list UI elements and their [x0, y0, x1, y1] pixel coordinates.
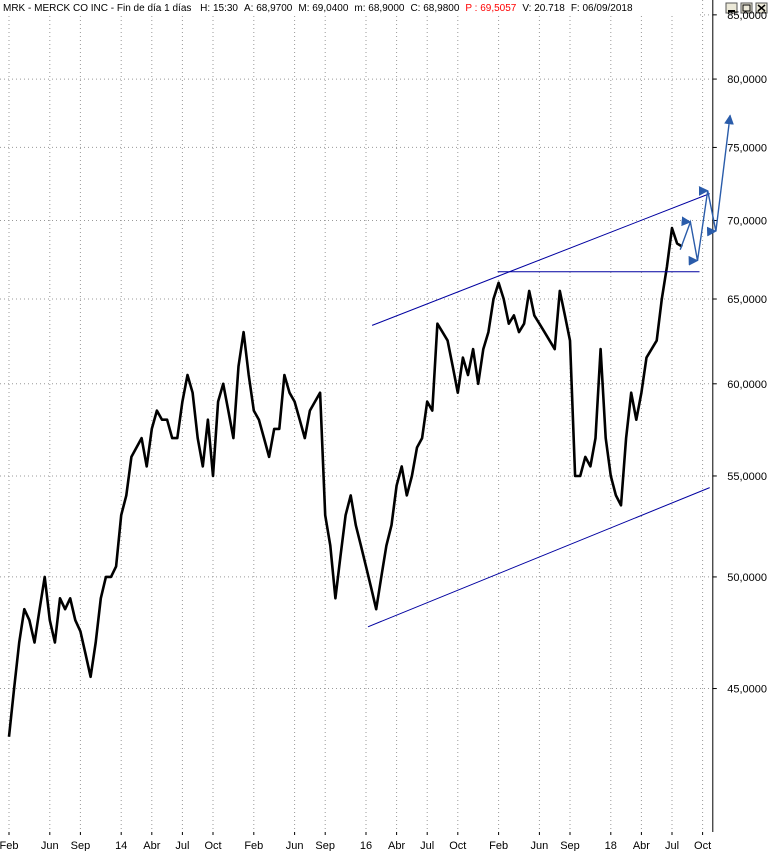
price-line	[7, 226, 683, 737]
x-tick-label: 14	[115, 840, 127, 851]
x-tick-label: Feb	[0, 840, 18, 851]
header: MRK - MERCK CO INC - Fin de día 1 días H…	[3, 3, 633, 14]
y-tick-label: 70,0000	[727, 216, 767, 228]
header-field: F: 06/09/2018	[571, 3, 633, 14]
x-tick-label: Oct	[694, 840, 711, 851]
y-tick-label: 65,0000	[727, 294, 767, 306]
header-field: m: 68,9000	[354, 3, 404, 14]
x-tick-label: Jul	[665, 840, 679, 851]
x-tick-label: Sep	[71, 840, 91, 851]
x-tick-label: 16	[360, 840, 372, 851]
x-tick-label: Jun	[531, 840, 549, 851]
x-tick-label: Feb	[244, 840, 263, 851]
header-field: V: 20.718	[522, 3, 565, 14]
x-tick-label: Jun	[41, 840, 59, 851]
x-tick-label: Jun	[286, 840, 304, 851]
x-tick-label: Feb	[489, 840, 508, 851]
y-tick-label: 50,0000	[727, 572, 767, 584]
header-bg	[0, 0, 700, 16]
x-tick-label: Sep	[315, 840, 335, 851]
trend-line	[371, 193, 710, 326]
header-field: H: 15:30	[200, 3, 238, 14]
trend-line	[367, 487, 710, 628]
y-tick-label: 85,0000	[727, 10, 767, 22]
y-tick-label: 60,0000	[727, 379, 767, 391]
projection	[679, 114, 734, 266]
header-field: A: 68,9700	[244, 3, 293, 14]
x-tick-label: Oct	[204, 840, 221, 851]
x-tick-label: Jul	[420, 840, 434, 851]
plot-area	[0, 0, 734, 835]
x-tick-label: Oct	[449, 840, 466, 851]
x-tick-label: Sep	[560, 840, 580, 851]
chart-title: MRK - MERCK CO INC - Fin de día 1 días	[3, 3, 191, 14]
header-field: P : 69,5057	[465, 3, 516, 14]
window-buttons[interactable]	[725, 2, 768, 14]
y-tick-label: 75,0000	[727, 142, 767, 154]
header-field: M: 69,0400	[298, 3, 348, 14]
x-tick-label: 18	[605, 840, 617, 851]
header-field: C: 68,9800	[410, 3, 459, 14]
x-tick-label: Jul	[175, 840, 189, 851]
y-tick-label: 80,0000	[727, 74, 767, 86]
x-tick-label: Abr	[388, 840, 405, 851]
x-tick-label: Abr	[143, 840, 160, 851]
y-tick-label: 55,0000	[727, 471, 767, 483]
y-tick-label: 45,0000	[727, 684, 767, 696]
x-tick-label: Abr	[633, 840, 650, 851]
